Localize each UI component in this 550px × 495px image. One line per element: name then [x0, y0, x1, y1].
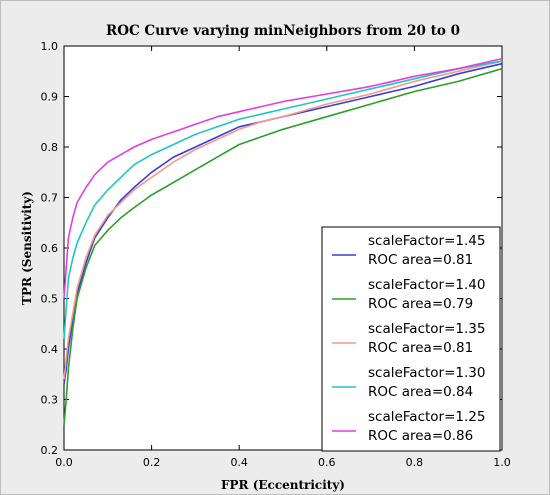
legend-roc-area: ROC area=0.86	[368, 428, 473, 444]
chart-title: ROC Curve varying minNeighbors from 20 t…	[106, 23, 460, 39]
series-line-1	[63, 62, 503, 385]
legend-roc-area: ROC area=0.79	[368, 296, 473, 312]
series-line-4	[63, 60, 503, 339]
x-tick-label: 1.0	[493, 456, 511, 469]
x-tick-label: 0.0	[55, 456, 73, 469]
series-line-2	[63, 67, 503, 425]
y-axis-label: TPR (Sensitivity)	[20, 191, 34, 305]
x-tick-label: 0.2	[143, 456, 161, 469]
x-tick-label: 0.6	[318, 456, 336, 469]
y-tick-label: 0.4	[41, 343, 59, 356]
y-tick-label: 1.0	[41, 40, 59, 53]
legend-series-name: scaleFactor=1.25	[368, 409, 485, 425]
legend-roc-area: ROC area=0.81	[368, 340, 473, 356]
series-line-5	[63, 57, 503, 299]
y-tick-label: 0.3	[41, 394, 59, 407]
legend-roc-area: ROC area=0.84	[368, 384, 473, 400]
series-lines	[63, 57, 503, 425]
legend-series-name: scaleFactor=1.35	[368, 321, 485, 337]
y-tick-label: 0.9	[41, 91, 59, 104]
legend-series-name: scaleFactor=1.30	[368, 365, 485, 381]
axis-ticks: 0.0 0.2 0.4 0.6 0.8 1.00.20.30.40.50.60.70.80…	[41, 40, 511, 469]
legend: scaleFactor=1.45 ROC area=0.81 scaleFactor…	[321, 226, 501, 452]
legend-roc-area: ROC area=0.81	[368, 252, 473, 268]
y-tick-label: 0.8	[41, 141, 59, 154]
y-tick-label: 0.5	[41, 293, 59, 306]
legend-box	[321, 226, 501, 452]
x-axis-label: FPR (Eccentricity)	[221, 478, 345, 492]
legend-series-name: scaleFactor=1.45	[368, 233, 485, 249]
x-tick-label: 0.8	[406, 456, 424, 469]
legend-series-name: scaleFactor=1.40	[368, 277, 485, 293]
y-tick-label: 0.7	[41, 192, 59, 205]
y-tick-label: 0.6	[41, 242, 59, 255]
x-tick-label: 0.4	[230, 456, 248, 469]
y-tick-label: 0.2	[41, 444, 59, 457]
series-line-3	[63, 60, 503, 380]
